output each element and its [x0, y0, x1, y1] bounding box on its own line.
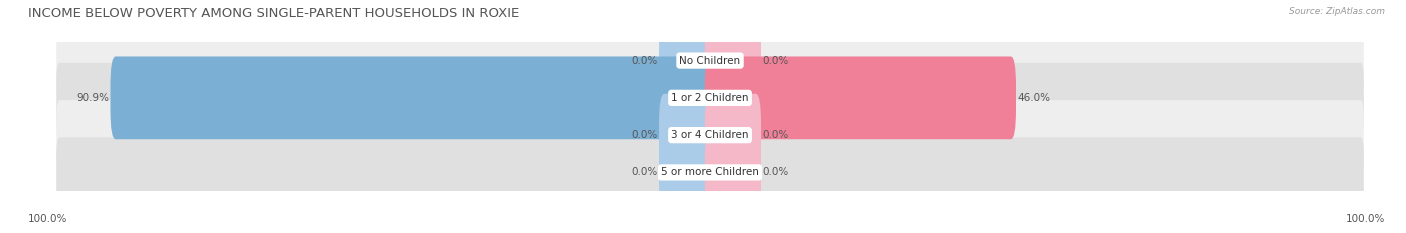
Text: 0.0%: 0.0% — [631, 56, 658, 65]
Text: 3 or 4 Children: 3 or 4 Children — [671, 130, 749, 140]
FancyBboxPatch shape — [56, 63, 1364, 133]
Text: 0.0%: 0.0% — [762, 168, 789, 177]
Text: Source: ZipAtlas.com: Source: ZipAtlas.com — [1289, 7, 1385, 16]
FancyBboxPatch shape — [704, 56, 1017, 139]
Text: 100.0%: 100.0% — [28, 214, 67, 224]
Text: 0.0%: 0.0% — [631, 130, 658, 140]
FancyBboxPatch shape — [704, 94, 761, 177]
FancyBboxPatch shape — [56, 137, 1364, 207]
Text: 100.0%: 100.0% — [1346, 214, 1385, 224]
FancyBboxPatch shape — [704, 19, 761, 102]
FancyBboxPatch shape — [659, 131, 716, 214]
Text: 90.9%: 90.9% — [76, 93, 110, 103]
Text: 46.0%: 46.0% — [1018, 93, 1050, 103]
Text: 5 or more Children: 5 or more Children — [661, 168, 759, 177]
FancyBboxPatch shape — [56, 100, 1364, 170]
FancyBboxPatch shape — [56, 26, 1364, 96]
Text: 0.0%: 0.0% — [631, 168, 658, 177]
Text: 1 or 2 Children: 1 or 2 Children — [671, 93, 749, 103]
Text: INCOME BELOW POVERTY AMONG SINGLE-PARENT HOUSEHOLDS IN ROXIE: INCOME BELOW POVERTY AMONG SINGLE-PARENT… — [28, 7, 519, 20]
FancyBboxPatch shape — [659, 19, 716, 102]
Text: No Children: No Children — [679, 56, 741, 65]
Text: 0.0%: 0.0% — [762, 130, 789, 140]
Text: 0.0%: 0.0% — [762, 56, 789, 65]
FancyBboxPatch shape — [704, 131, 761, 214]
FancyBboxPatch shape — [659, 94, 716, 177]
FancyBboxPatch shape — [111, 56, 716, 139]
